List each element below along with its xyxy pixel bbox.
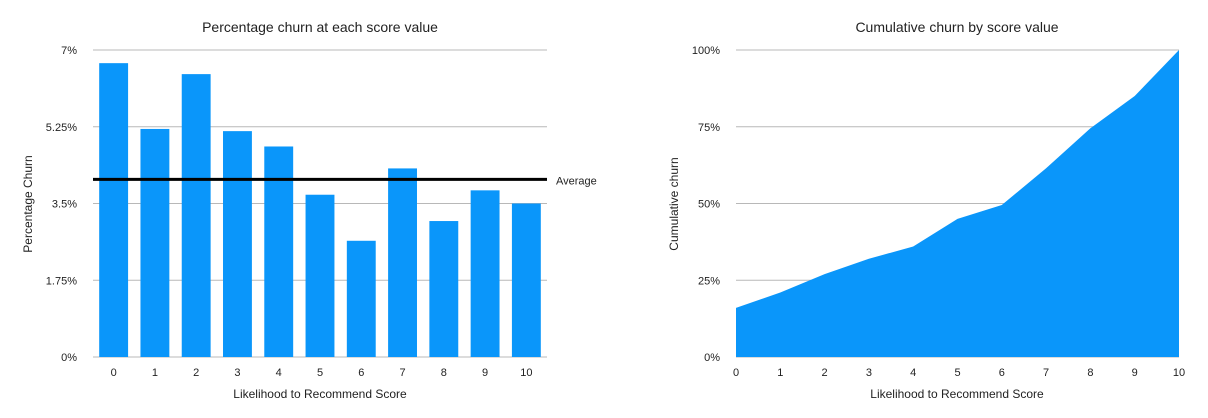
bar-9 — [470, 190, 500, 357]
y-tick-label: 5.25% — [46, 122, 77, 134]
x-tick-label: 10 — [520, 367, 532, 379]
x-tick-label: 0 — [111, 367, 117, 379]
x-tick-label: 3 — [866, 367, 872, 379]
area-series — [736, 50, 1179, 357]
x-tick-label: 7 — [399, 367, 405, 379]
x-tick-label: 7 — [1043, 367, 1049, 379]
bar-chart-churn-by-score: Percentage churn at each score value Per… — [21, 19, 597, 401]
x-tick-label: 4 — [910, 367, 916, 379]
average-label: Average — [556, 175, 597, 187]
x-tick-label: 3 — [234, 367, 240, 379]
x-tick-label: 5 — [954, 367, 960, 379]
x-tick-label: 6 — [358, 367, 364, 379]
bar-0 — [99, 63, 129, 358]
x-tick-label: 9 — [1132, 367, 1138, 379]
x-axis-label: Likelihood to Recommend Score — [233, 387, 407, 401]
y-tick-label: 7% — [61, 45, 77, 57]
bar-7 — [388, 168, 417, 357]
bar-6 — [346, 240, 376, 357]
y-tick-labels: 0% 1.75% 3.5% 5.25% 7% — [46, 45, 77, 364]
y-tick-label: 0% — [704, 352, 720, 364]
x-axis-label: Likelihood to Recommend Score — [870, 387, 1044, 401]
bar-5 — [305, 194, 335, 357]
bar-2 — [181, 74, 211, 357]
average-line-group: Average — [93, 175, 597, 187]
y-tick-label: 50% — [698, 199, 720, 211]
x-tick-label: 1 — [777, 367, 783, 379]
x-tick-labels: 0 1 2 3 4 5 6 7 8 9 10 — [111, 367, 533, 379]
x-tick-label: 2 — [822, 367, 828, 379]
x-tick-labels: 0 1 2 3 4 5 6 7 8 9 10 — [733, 367, 1185, 379]
x-tick-label: 1 — [152, 367, 158, 379]
x-tick-label: 5 — [317, 367, 323, 379]
y-tick-label: 75% — [698, 122, 720, 134]
y-tick-label: 25% — [698, 275, 720, 287]
y-tick-label: 1.75% — [46, 275, 77, 287]
area-chart-cumulative-churn: Cumulative churn by score value Cumulati… — [667, 19, 1185, 401]
bar-4 — [264, 146, 294, 357]
chart-title: Cumulative churn by score value — [855, 19, 1058, 35]
bar-3 — [223, 131, 252, 357]
y-tick-label: 3.5% — [52, 199, 77, 211]
x-tick-label: 4 — [276, 367, 282, 379]
bar-8 — [429, 221, 459, 357]
y-axis-label: Percentage Churn — [21, 155, 35, 252]
x-tick-label: 2 — [193, 367, 199, 379]
x-tick-label: 8 — [441, 367, 447, 379]
bar-10 — [511, 203, 541, 357]
y-tick-label: 100% — [692, 45, 720, 57]
cumulative-churn-area — [736, 50, 1179, 357]
chart-title: Percentage churn at each score value — [202, 19, 438, 35]
bars — [99, 63, 541, 358]
y-axis-label: Cumulative churn — [667, 157, 681, 250]
x-tick-label: 6 — [999, 367, 1005, 379]
x-tick-label: 10 — [1173, 367, 1185, 379]
y-tick-labels: 0% 25% 50% 75% 100% — [692, 45, 720, 364]
x-tick-label: 8 — [1087, 367, 1093, 379]
bar-1 — [140, 128, 170, 357]
x-tick-label: 9 — [482, 367, 488, 379]
x-tick-label: 0 — [733, 367, 739, 379]
y-tick-label: 0% — [61, 352, 77, 364]
